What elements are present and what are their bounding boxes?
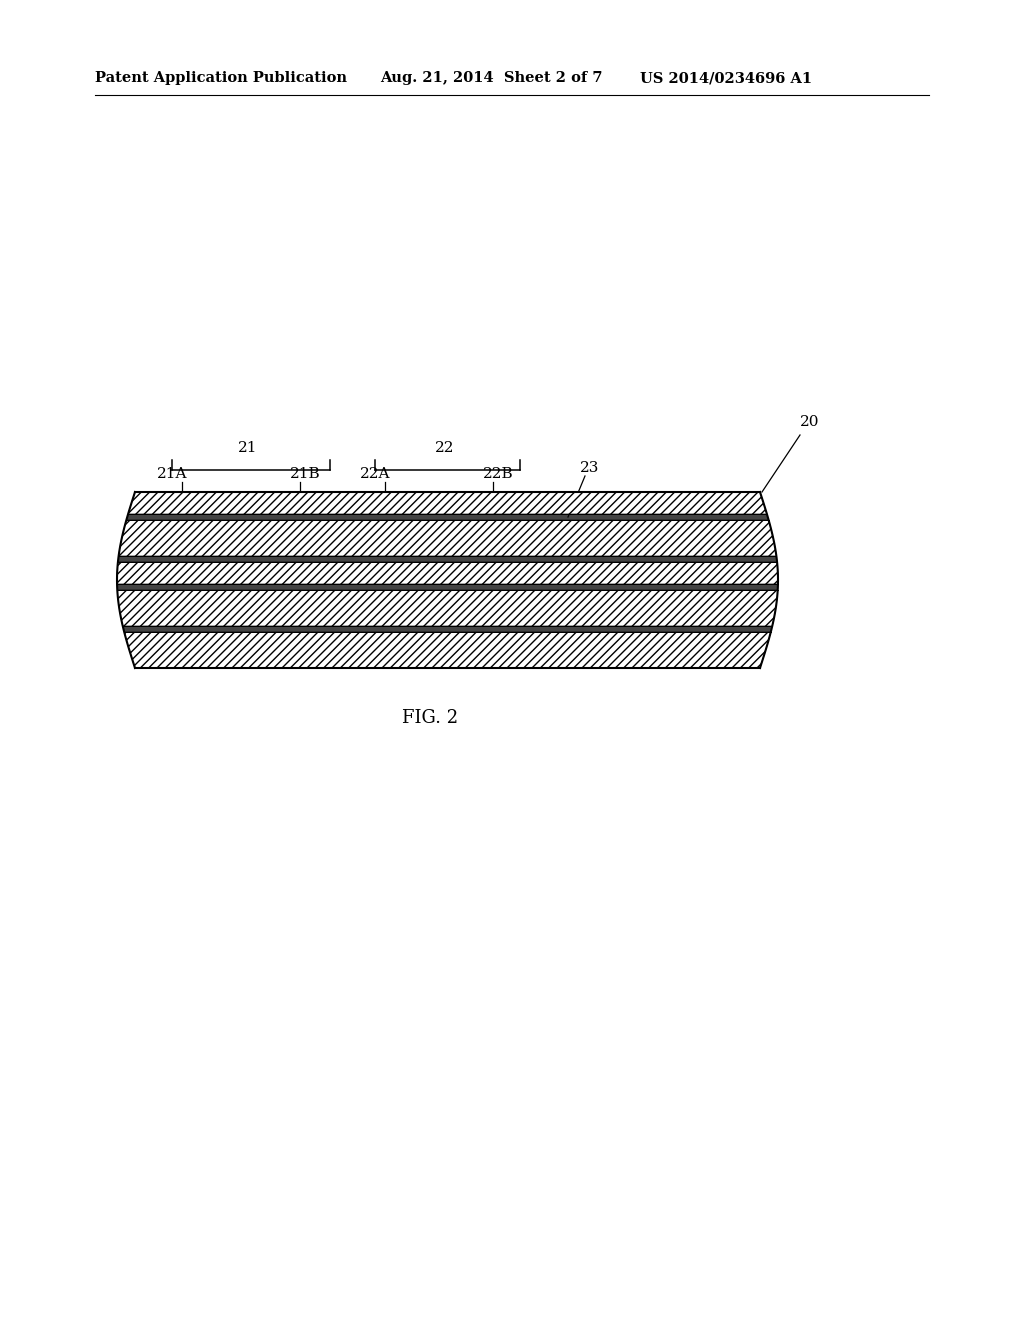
Polygon shape bbox=[123, 626, 772, 632]
Text: 22: 22 bbox=[435, 441, 455, 455]
Text: 22B: 22B bbox=[482, 467, 513, 480]
Polygon shape bbox=[119, 520, 776, 556]
Text: US 2014/0234696 A1: US 2014/0234696 A1 bbox=[640, 71, 812, 84]
Text: 21: 21 bbox=[239, 441, 258, 455]
Text: Aug. 21, 2014  Sheet 2 of 7: Aug. 21, 2014 Sheet 2 of 7 bbox=[380, 71, 602, 84]
Text: 21A: 21A bbox=[157, 467, 187, 480]
Polygon shape bbox=[128, 492, 767, 513]
Text: 22A: 22A bbox=[359, 467, 390, 480]
Text: Patent Application Publication: Patent Application Publication bbox=[95, 71, 347, 84]
Text: 21B: 21B bbox=[290, 467, 321, 480]
Polygon shape bbox=[124, 632, 771, 668]
Polygon shape bbox=[118, 590, 777, 626]
Polygon shape bbox=[118, 590, 777, 626]
Polygon shape bbox=[118, 556, 777, 562]
Polygon shape bbox=[119, 520, 776, 556]
Polygon shape bbox=[124, 632, 771, 668]
Polygon shape bbox=[117, 583, 778, 590]
Polygon shape bbox=[117, 562, 778, 583]
Polygon shape bbox=[126, 513, 769, 520]
Text: 23: 23 bbox=[581, 461, 600, 475]
Text: FIG. 2: FIG. 2 bbox=[402, 709, 458, 727]
Polygon shape bbox=[117, 562, 778, 583]
Text: 20: 20 bbox=[800, 414, 820, 429]
Polygon shape bbox=[128, 492, 767, 513]
